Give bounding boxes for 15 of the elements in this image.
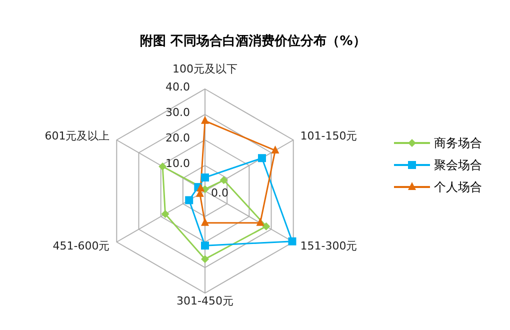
y-tick-label: 0.0	[211, 186, 228, 200]
y-tick-label: 10.0	[166, 157, 190, 170]
chart-title: 附图 不同场合白酒消费价位分布（%）	[139, 33, 367, 50]
spoke-label: 451-600元	[52, 240, 110, 252]
spoke-label: 601元及以上	[44, 130, 110, 142]
spoke-label: 151-300元	[300, 240, 358, 252]
spoke-label: 301-450元	[176, 294, 234, 308]
y-tick-label: 20.0	[166, 132, 190, 144]
spoke-label: 100元及以下	[172, 62, 238, 76]
y-tick-label: 40.0	[166, 80, 190, 94]
legend-label: 个人场合	[434, 179, 482, 196]
spoke-label: 101-150元	[300, 130, 358, 142]
legend-label: 商务场合	[434, 135, 482, 152]
y-tick-label: 30.0	[166, 106, 190, 119]
legend-label: 聚会场合	[434, 157, 482, 174]
